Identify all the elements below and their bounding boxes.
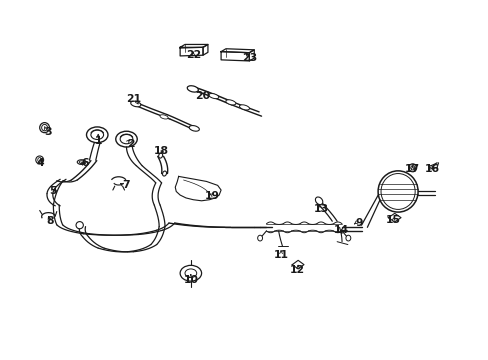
Circle shape (184, 269, 196, 278)
Text: 10: 10 (183, 275, 198, 285)
Ellipse shape (40, 123, 49, 133)
Polygon shape (249, 50, 254, 61)
Text: 5: 5 (49, 186, 57, 197)
Text: 2: 2 (127, 139, 135, 149)
Ellipse shape (345, 235, 350, 241)
Ellipse shape (225, 100, 235, 105)
Ellipse shape (408, 164, 416, 172)
Text: 21: 21 (125, 94, 141, 104)
Ellipse shape (377, 171, 417, 212)
Text: 19: 19 (205, 191, 220, 201)
Polygon shape (180, 47, 203, 56)
Text: 7: 7 (122, 180, 130, 190)
Text: 6: 6 (81, 158, 89, 168)
Polygon shape (175, 176, 221, 201)
Text: 15: 15 (385, 215, 400, 225)
Ellipse shape (77, 160, 86, 165)
Circle shape (86, 127, 108, 143)
Polygon shape (203, 44, 207, 55)
Text: 1: 1 (94, 136, 102, 145)
Text: 23: 23 (241, 53, 257, 63)
Text: 3: 3 (44, 127, 52, 136)
Polygon shape (221, 51, 249, 61)
Ellipse shape (257, 235, 262, 241)
Text: 9: 9 (355, 218, 362, 228)
Ellipse shape (189, 126, 199, 131)
Circle shape (116, 131, 137, 147)
Text: 8: 8 (46, 216, 54, 226)
Text: 20: 20 (195, 91, 210, 101)
Ellipse shape (158, 153, 163, 158)
Text: 18: 18 (154, 146, 169, 156)
Text: 17: 17 (405, 164, 419, 174)
Polygon shape (221, 49, 254, 53)
Ellipse shape (160, 115, 168, 119)
Ellipse shape (130, 101, 141, 107)
Text: 11: 11 (273, 250, 288, 260)
Ellipse shape (315, 197, 322, 204)
Polygon shape (180, 44, 207, 47)
Text: 13: 13 (313, 204, 328, 214)
Text: 12: 12 (289, 265, 304, 275)
Circle shape (180, 265, 201, 281)
Text: 14: 14 (333, 225, 348, 235)
Ellipse shape (162, 171, 166, 176)
Ellipse shape (76, 222, 83, 229)
Text: 4: 4 (37, 158, 44, 168)
Text: 22: 22 (185, 50, 201, 60)
Ellipse shape (187, 86, 198, 92)
Ellipse shape (208, 94, 218, 99)
Ellipse shape (36, 156, 43, 164)
Text: 16: 16 (424, 164, 439, 174)
Ellipse shape (239, 105, 249, 110)
